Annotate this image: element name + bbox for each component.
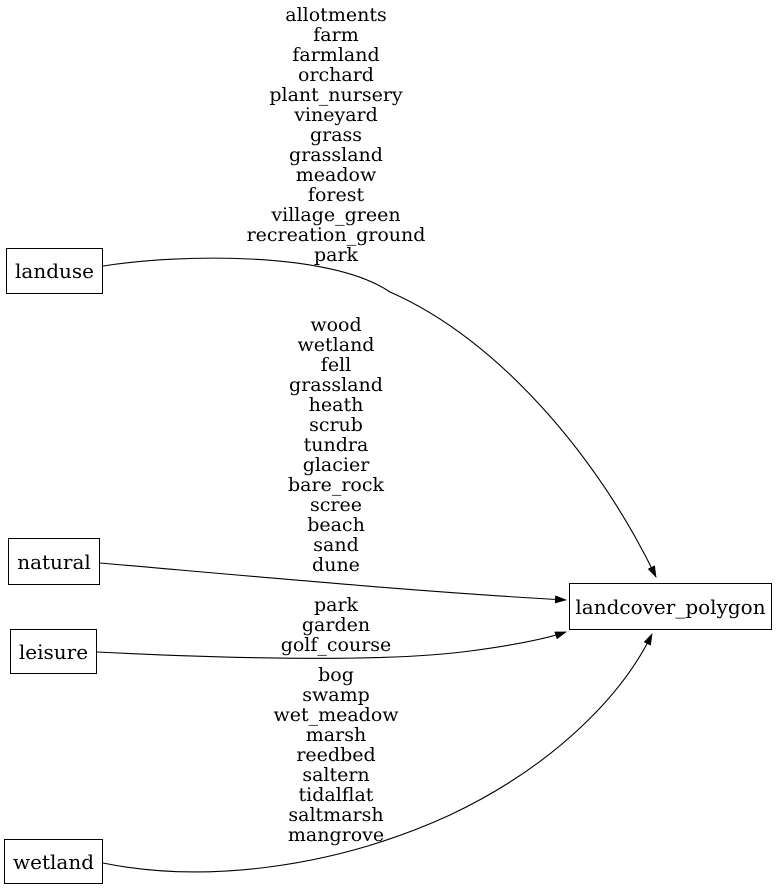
edge-label-landuse-values: allotments farm farmland orchard plant_n…: [246, 4, 426, 266]
edge-label-natural-values: wood wetland fell grassland heath scrub …: [288, 314, 384, 576]
node-wetland: wetland: [4, 839, 103, 884]
edge-label-wetland-values: bog swamp wet_meadow marsh reedbed salte…: [273, 664, 399, 846]
edge-landuse-to-landcover_polygon: [102, 257, 657, 578]
edge-leisure-to-landcover_polygon: [96, 631, 567, 659]
node-natural: natural: [8, 538, 100, 585]
edge-natural-to-landcover_polygon: [99, 562, 567, 604]
node-leisure-label: leisure: [18, 639, 89, 664]
node-landuse: landuse: [6, 248, 103, 294]
node-landcover_polygon: landcover_polygon: [569, 583, 772, 630]
node-landcover_polygon-label: landcover_polygon: [575, 594, 766, 619]
node-wetland-label: wetland: [13, 849, 94, 874]
node-leisure: leisure: [10, 629, 97, 674]
node-landuse-label: landuse: [15, 259, 94, 283]
node-natural-label: natural: [17, 549, 91, 574]
edge-wetland-to-landcover_polygon: [102, 633, 653, 873]
edge-label-leisure-values: park garden golf_course: [280, 594, 392, 656]
